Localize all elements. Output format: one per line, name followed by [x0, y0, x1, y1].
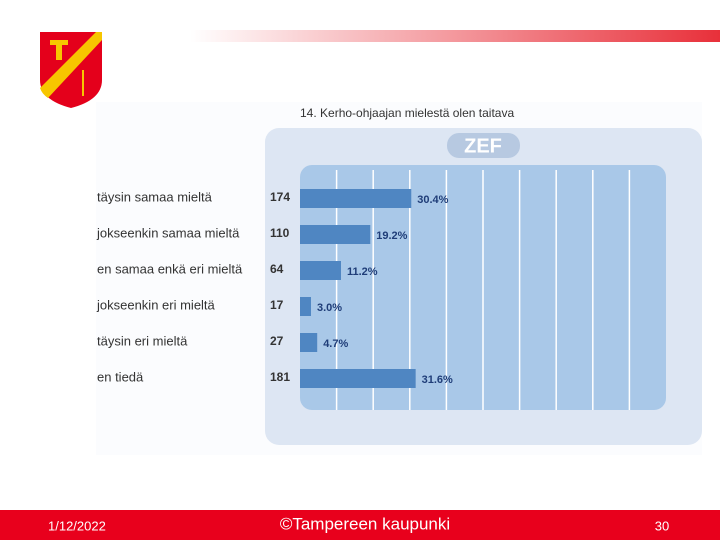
value-label: 31.6% — [422, 374, 453, 386]
footer-bar — [0, 510, 720, 540]
footer-organization: ©Tampereen kaupunki — [280, 514, 450, 533]
value-label: 19.2% — [376, 230, 407, 242]
count-label: 27 — [270, 334, 284, 348]
bar — [300, 225, 371, 244]
header-bar — [190, 30, 720, 42]
category-label: en samaa enkä eri mieltä — [97, 261, 243, 276]
count-label: 181 — [270, 370, 290, 384]
count-label: 17 — [270, 298, 284, 312]
value-label: 3.0% — [317, 302, 342, 314]
count-label: 64 — [270, 262, 284, 276]
chart-title: 14. Kerho-ohjaajan mielestä olen taitava — [300, 106, 514, 120]
footer-page: 30 — [655, 518, 669, 533]
category-label: en tiedä — [97, 369, 144, 384]
logo — [40, 32, 102, 108]
badge — [447, 133, 520, 158]
bar — [300, 333, 318, 352]
value-label: 30.4% — [417, 194, 448, 206]
category-label: täysin eri mieltä — [97, 333, 188, 348]
count-label: 174 — [270, 190, 290, 204]
category-label: täysin samaa mieltä — [97, 189, 213, 204]
bar — [300, 297, 311, 316]
count-label: 110 — [270, 226, 290, 240]
footer-date: 1/12/2022 — [48, 518, 106, 533]
category-label: jokseenkin samaa mieltä — [96, 225, 240, 240]
badge-text: ZEF — [464, 135, 502, 157]
bar — [300, 369, 416, 388]
value-label: 4.7% — [323, 338, 348, 350]
value-label: 11.2% — [347, 266, 378, 278]
category-label: jokseenkin eri mieltä — [96, 297, 216, 312]
bar — [300, 261, 341, 280]
bar — [300, 189, 412, 208]
